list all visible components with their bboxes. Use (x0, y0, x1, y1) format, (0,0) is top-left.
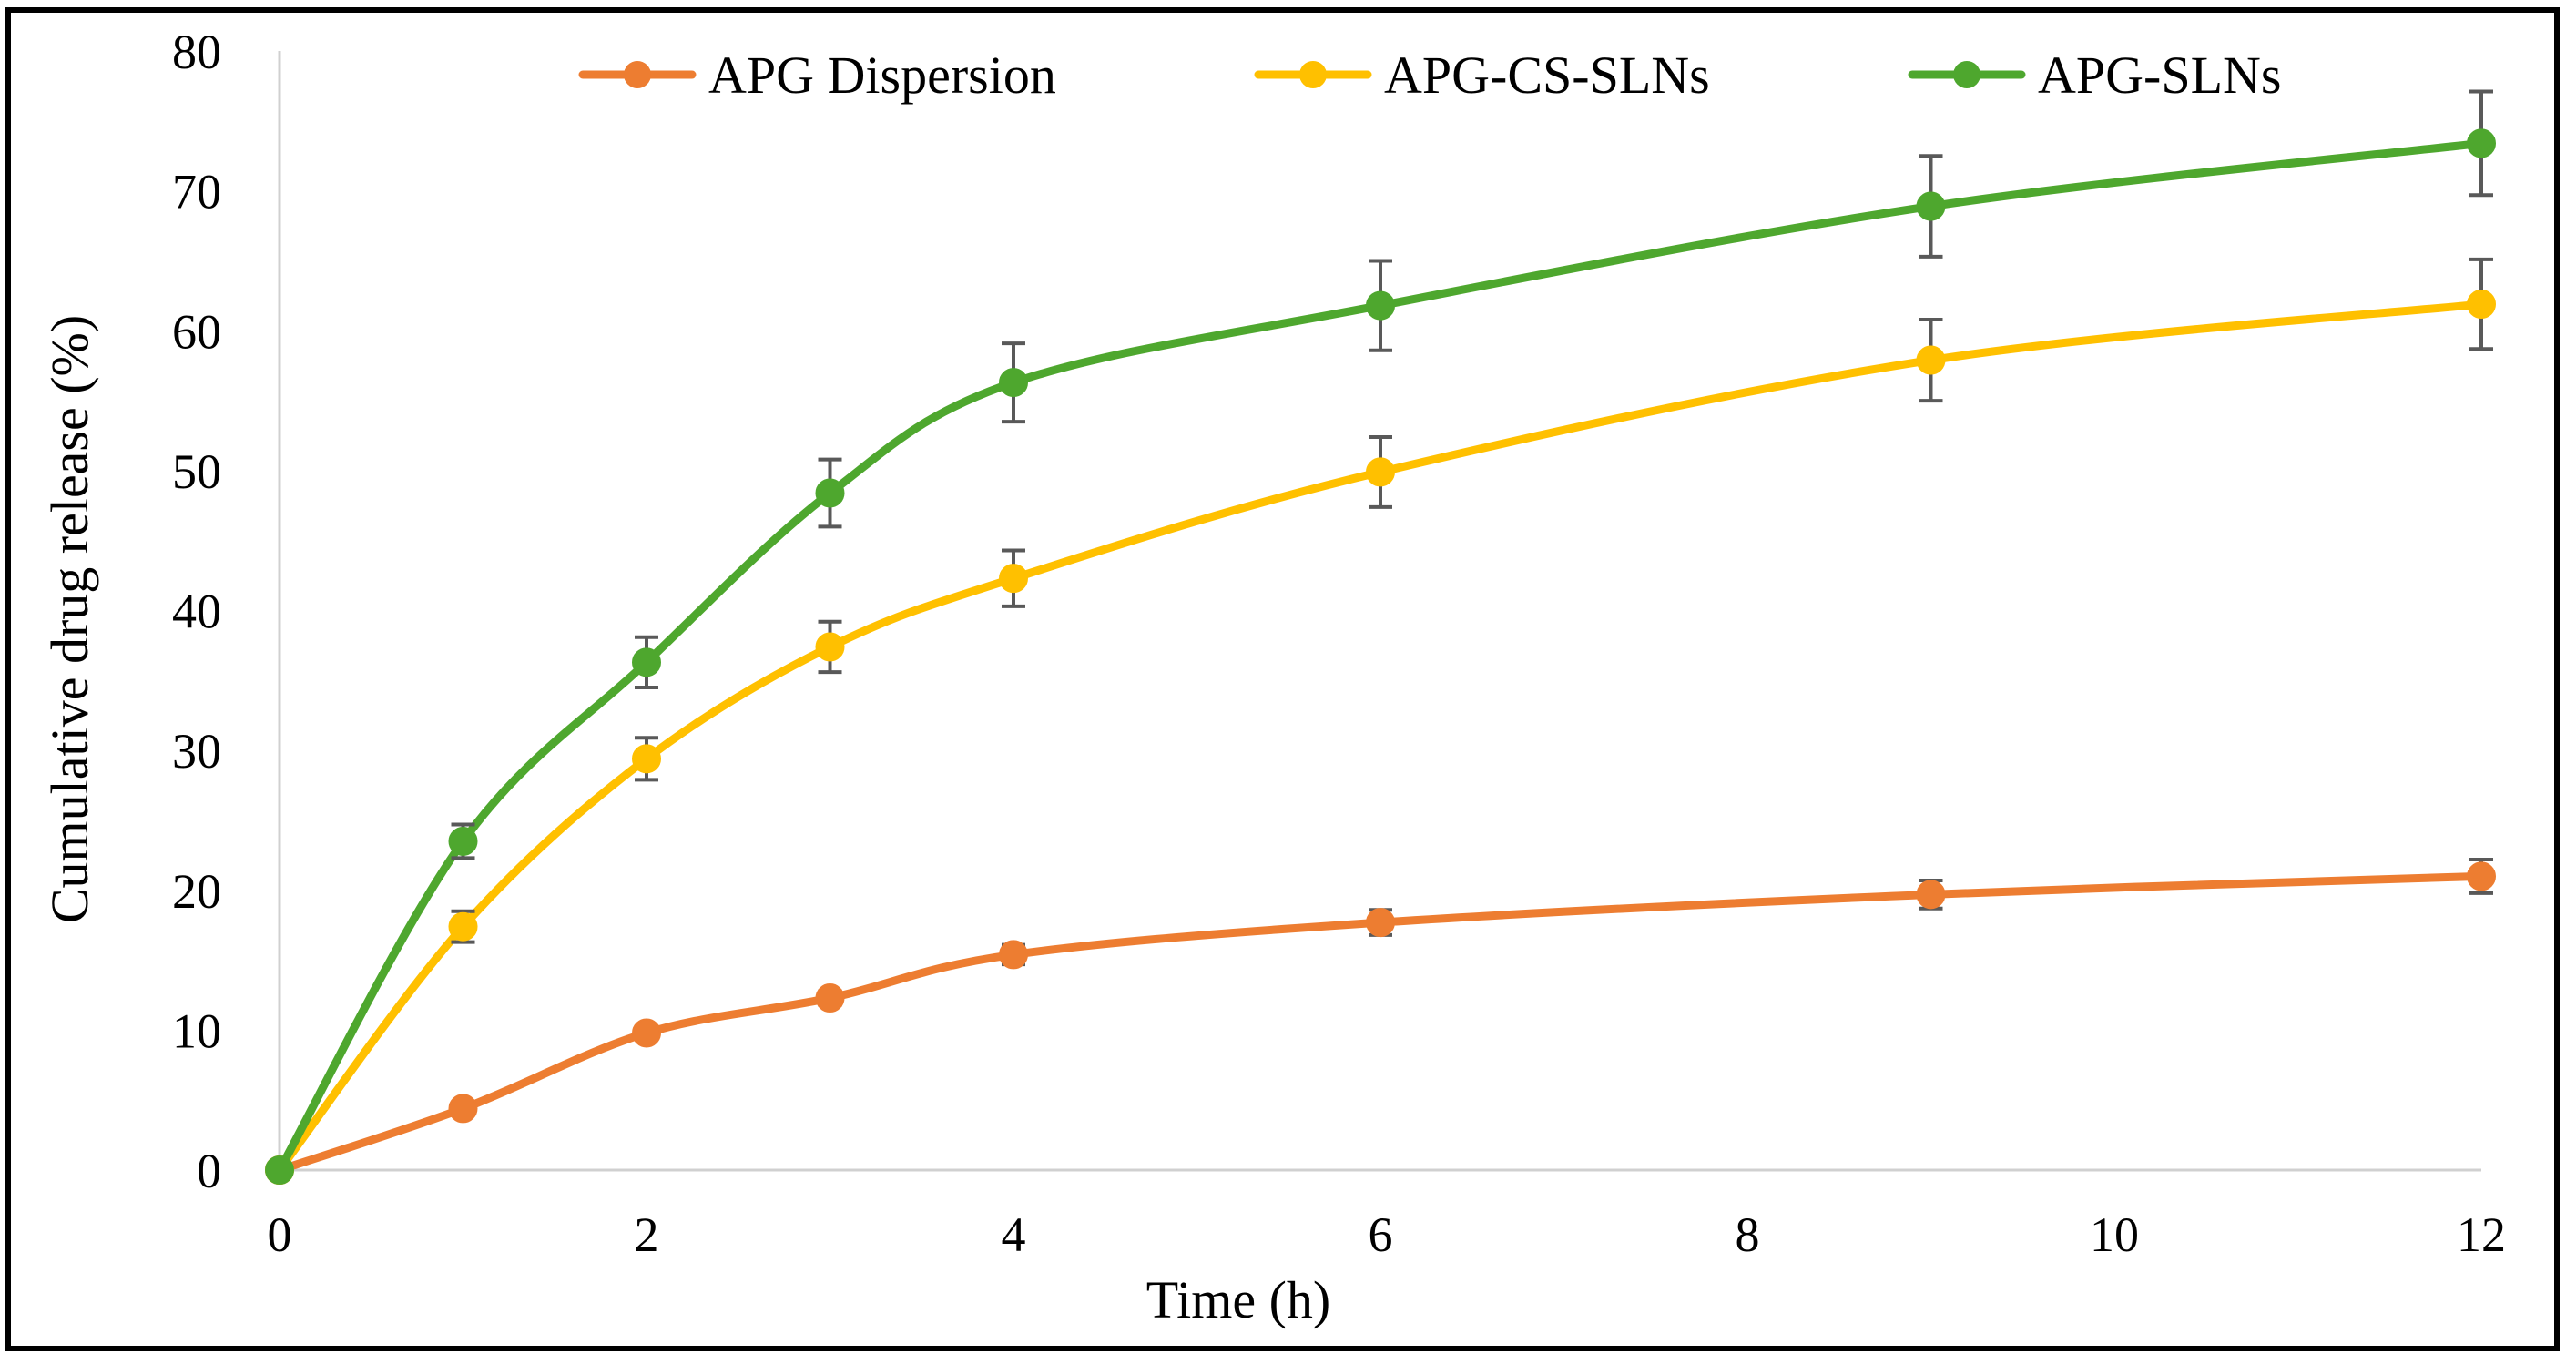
data-point (999, 368, 1028, 398)
y-tick-label: 30 (172, 724, 221, 779)
series-apg-dispersion (265, 857, 2496, 1185)
y-tick-label: 10 (172, 1003, 221, 1058)
data-point (1366, 457, 1395, 487)
x-tick-label: 12 (2457, 1207, 2506, 1262)
data-point (1916, 191, 1946, 221)
x-tick-label: 10 (2090, 1207, 2139, 1262)
axes (278, 51, 2481, 1172)
legend-item: APG Dispersion (578, 46, 1056, 105)
x-tick-label: 2 (635, 1207, 659, 1262)
data-point (1916, 345, 1946, 375)
data-point (1366, 908, 1395, 938)
legend-swatch-marker (624, 61, 651, 88)
legend-swatch-marker (1953, 61, 1980, 88)
data-point (815, 632, 845, 662)
x-tick-label: 0 (268, 1207, 292, 1262)
x-tick-labels: 0 2 4 6 8 10 12 (268, 1207, 2507, 1262)
series-apg-slns (265, 89, 2496, 1185)
data-point (2467, 128, 2496, 158)
chart-frame (5, 7, 2560, 1351)
series-line (275, 871, 2486, 1175)
x-axis-label: Time (h) (1146, 1270, 1331, 1329)
data-point (448, 1094, 478, 1124)
data-point (1916, 880, 1946, 910)
data-point (632, 744, 661, 774)
series-group (265, 89, 2496, 1185)
y-tick-label: 60 (172, 304, 221, 359)
legend-label: APG-SLNs (2038, 46, 2282, 105)
data-point (2467, 861, 2496, 891)
x-tick-label: 4 (1002, 1207, 1026, 1262)
y-tick-label: 0 (197, 1144, 221, 1198)
y-tick-label: 70 (172, 165, 221, 219)
series-line (275, 300, 2486, 1175)
legend-label: APG-CS-SLNs (1384, 46, 1710, 105)
y-tick-label: 50 (172, 444, 221, 499)
x-tick-label: 8 (1736, 1207, 1760, 1262)
y-tick-labels: 0 10 20 30 40 50 60 70 80 (172, 25, 221, 1198)
data-point (448, 911, 478, 942)
data-point (632, 647, 661, 677)
series-apg-cs-slns (265, 257, 2496, 1185)
data-point (632, 1018, 661, 1048)
y-tick-label: 80 (172, 25, 221, 79)
y-tick-label: 40 (172, 585, 221, 639)
data-point (815, 478, 845, 508)
data-point (448, 826, 478, 856)
y-axis-label: Cumulative drug release (%) (40, 315, 99, 923)
legend-item: APG-SLNs (1908, 46, 2282, 105)
y-tick-label: 20 (172, 864, 221, 919)
data-point (999, 940, 1028, 970)
data-point (999, 564, 1028, 594)
legend-label: APG Dispersion (708, 46, 1056, 105)
data-point (815, 983, 845, 1013)
legend-item: APG-CS-SLNs (1254, 46, 1710, 105)
data-point (265, 1155, 294, 1185)
legend: APG Dispersion APG-CS-SLNs APG-SLNs (578, 46, 2282, 105)
x-tick-label: 6 (1369, 1207, 1393, 1262)
legend-swatch-marker (1299, 61, 1327, 88)
data-point (2467, 290, 2496, 320)
data-point (1366, 290, 1395, 321)
